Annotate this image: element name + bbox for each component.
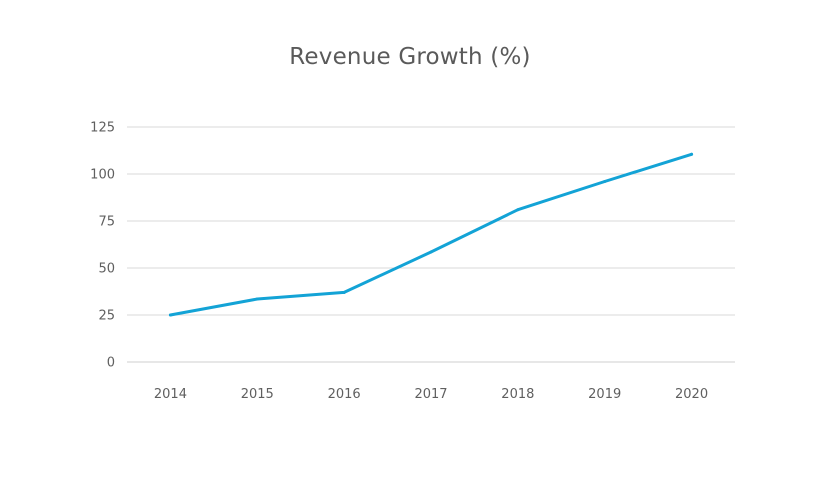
data-point-2014 xyxy=(168,313,172,317)
x-tick-label: 2016 xyxy=(328,387,361,402)
y-tick-label: 125 xyxy=(90,121,115,136)
series-lines xyxy=(168,152,694,317)
data-point-2019 xyxy=(603,180,607,184)
x-axis-tick-labels: 2014 2015 2016 2017 2018 2019 2020 xyxy=(154,387,708,402)
data-point-2015 xyxy=(255,297,259,301)
x-tick-label: 2020 xyxy=(675,387,708,402)
y-tick-label: 25 xyxy=(98,309,115,324)
gridlines xyxy=(127,126,735,363)
chart-title: Revenue Growth (%) xyxy=(289,44,531,70)
data-point-2020 xyxy=(690,152,694,156)
x-tick-label: 2017 xyxy=(414,387,447,402)
data-point-2017 xyxy=(429,250,433,254)
x-tick-label: 2014 xyxy=(154,387,187,402)
series-line xyxy=(168,152,694,317)
y-tick-label: 100 xyxy=(90,168,115,183)
y-axis-tick-labels: 0 25 50 75 100 125 xyxy=(90,121,115,371)
x-tick-label: 2019 xyxy=(588,387,621,402)
data-point-2016 xyxy=(342,290,346,294)
x-tick-label: 2015 xyxy=(241,387,274,402)
x-tick-label: 2018 xyxy=(501,387,534,402)
data-point-2018 xyxy=(516,208,520,212)
y-tick-label: 75 xyxy=(98,215,115,230)
y-tick-label: 0 xyxy=(107,356,115,371)
y-tick-label: 50 xyxy=(98,262,115,277)
